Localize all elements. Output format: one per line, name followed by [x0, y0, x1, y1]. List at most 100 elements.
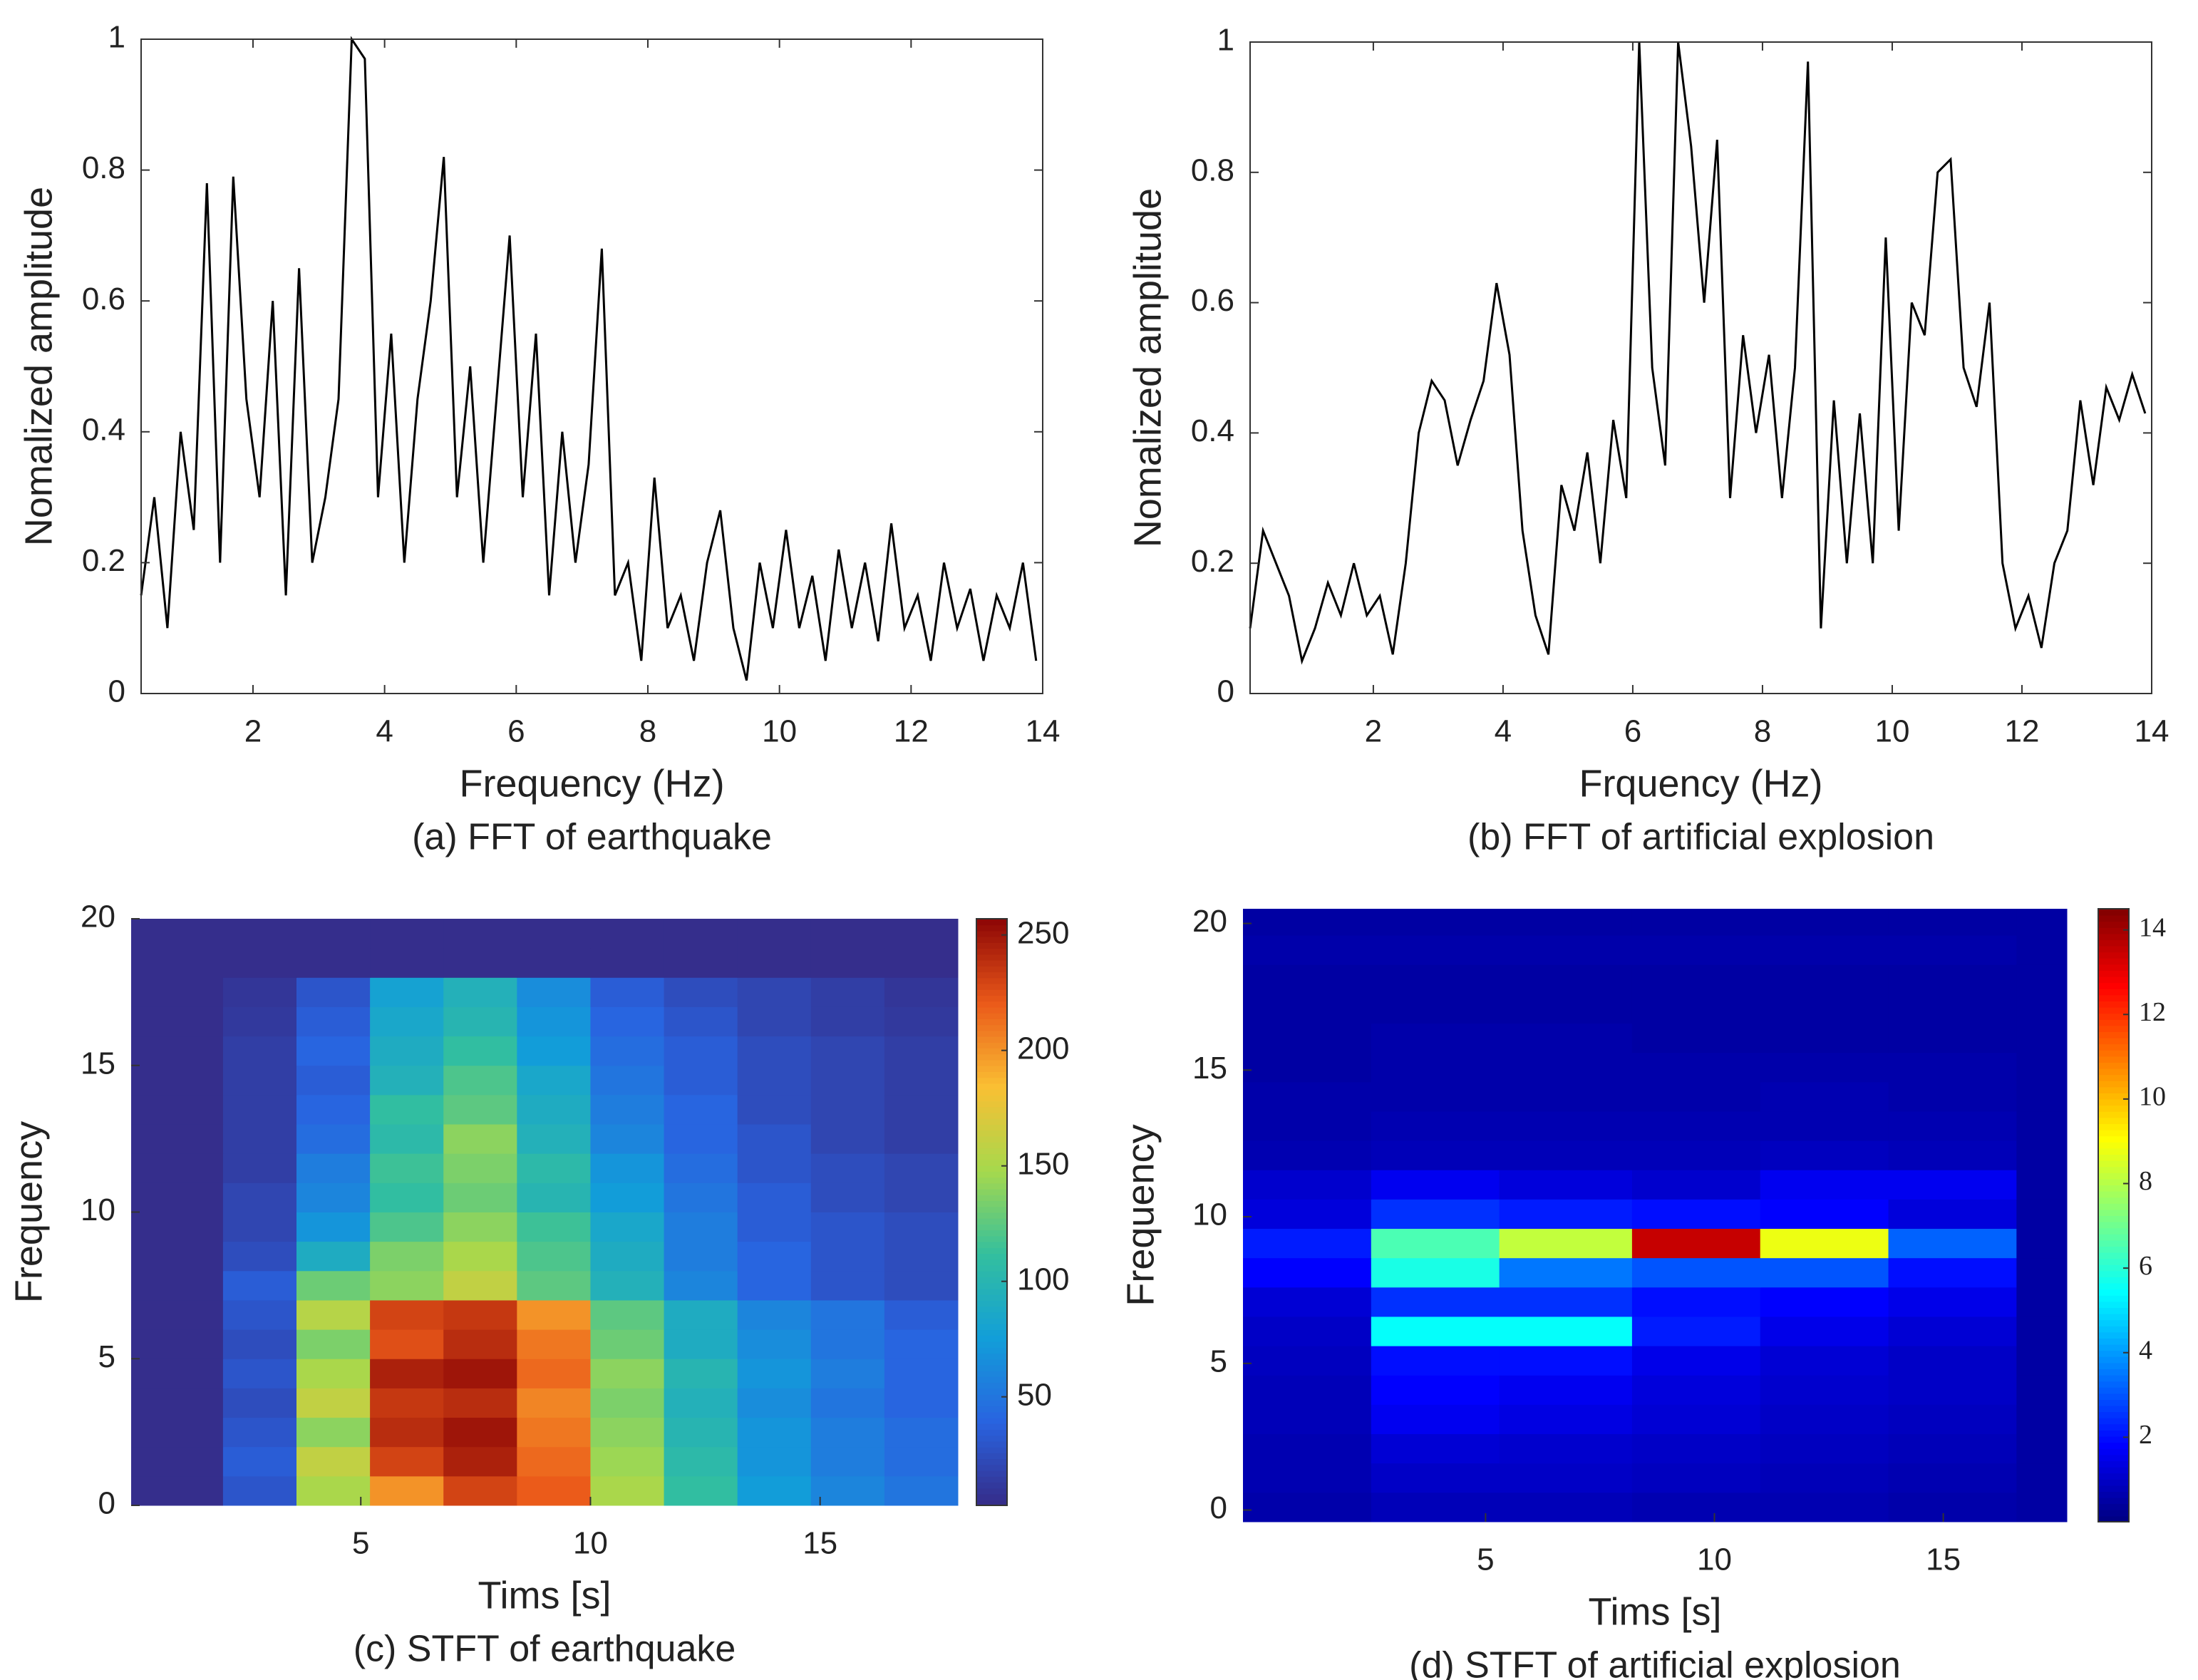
- colorbar-tick-label: 12: [2139, 997, 2166, 1027]
- colorbar-swatch: [976, 1200, 1007, 1207]
- heat-cell: [810, 1270, 885, 1301]
- colorbar-swatch: [976, 954, 1007, 961]
- heat-cell: [131, 1241, 224, 1272]
- x-tick-label: 2: [1365, 714, 1382, 749]
- heat-cell: [2016, 1257, 2068, 1288]
- colorbar-swatch: [976, 1359, 1007, 1366]
- colorbar-swatch: [976, 1018, 1007, 1026]
- colorbar-swatch: [2098, 976, 2129, 984]
- heat-cell: [737, 1124, 812, 1154]
- heat-cell: [443, 1124, 517, 1154]
- colorbar-swatch: [976, 1182, 1007, 1190]
- heat-cell: [1760, 1228, 1889, 1259]
- colorbar-swatch: [2098, 1497, 2129, 1505]
- heat-cell: [1888, 1404, 2017, 1435]
- heat-cell: [1499, 1170, 1633, 1200]
- colorbar-tick-label: 100: [1017, 1262, 1069, 1297]
- heat-cell: [810, 1446, 885, 1477]
- caption: (c) STFT of earthquake: [354, 1629, 736, 1670]
- colorbar-swatch: [2098, 994, 2129, 1001]
- x-tick-label: 4: [376, 714, 393, 749]
- heat-cell: [1631, 1463, 1761, 1493]
- heat-cell: [810, 1006, 885, 1037]
- colorbar-swatch: [976, 1094, 1007, 1102]
- heat-cell: [737, 1094, 812, 1125]
- heat-cell: [664, 919, 738, 949]
- heat-cell: [2016, 1463, 2068, 1493]
- colorbar-swatch: [976, 1101, 1007, 1108]
- colorbar-tick-label: 6: [2139, 1251, 2152, 1281]
- heat-cell: [131, 1212, 224, 1242]
- heat-cell: [443, 1212, 517, 1242]
- heat-cell: [1499, 1023, 1633, 1053]
- heat-cell: [1499, 1228, 1633, 1259]
- heat-cell: [296, 977, 371, 1007]
- heat-cell: [443, 1153, 517, 1183]
- colorbar-swatch: [2098, 1466, 2129, 1474]
- colorbar-swatch: [2098, 1331, 2129, 1339]
- heat-cell: [590, 948, 665, 978]
- heat-cell: [1631, 1316, 1761, 1346]
- heat-cell: [737, 1006, 812, 1037]
- colorbar-swatch: [976, 1024, 1007, 1031]
- colorbar-swatch: [2098, 1515, 2129, 1522]
- heat-cell: [1631, 1140, 1761, 1170]
- heat-cell: [443, 1006, 517, 1037]
- heat-cell: [810, 1153, 885, 1183]
- heat-cell: [590, 1065, 665, 1096]
- heat-cell: [296, 1359, 371, 1388]
- heat-cell: [1499, 1433, 1633, 1464]
- heat-cell: [590, 1153, 665, 1183]
- heat-cell: [1631, 1170, 1761, 1200]
- heat-cell: [2016, 1287, 2068, 1317]
- heat-cell: [884, 948, 959, 978]
- heat-cell: [884, 1475, 959, 1506]
- y-tick-label: 5: [98, 1339, 115, 1374]
- heat-cell: [590, 1446, 665, 1477]
- heat-cell: [664, 1036, 738, 1066]
- heat-cell: [1888, 1492, 2017, 1522]
- colorbar-swatch: [2098, 1160, 2129, 1168]
- colorbar-swatch: [976, 1482, 1007, 1489]
- heat-cell: [443, 1241, 517, 1272]
- heat-cell: [517, 1388, 591, 1418]
- colorbar-swatch: [2098, 1325, 2129, 1333]
- x-tick-label: 10: [1697, 1542, 1732, 1577]
- x-tick-label: 5: [1477, 1542, 1494, 1577]
- heat-cell: [370, 1388, 444, 1418]
- heat-cell: [1631, 1375, 1761, 1405]
- heat-cell: [2016, 1140, 2068, 1170]
- heat-cell: [443, 948, 517, 978]
- heat-cell: [664, 1094, 738, 1125]
- heat-cell: [2016, 964, 2068, 994]
- heat-cell: [1760, 1346, 1889, 1376]
- heat-cell: [1371, 909, 1500, 936]
- colorbar-swatch: [2098, 1264, 2129, 1272]
- colorbar-swatch: [2098, 1086, 2129, 1093]
- heat-cell: [1243, 1023, 1372, 1053]
- colorbar-tick-label: 14: [2139, 912, 2166, 942]
- heat-cell: [1499, 1140, 1633, 1170]
- colorbar-swatch: [2098, 1178, 2129, 1185]
- colorbar-swatch: [2098, 1430, 2129, 1437]
- heat-cell: [737, 1270, 812, 1301]
- colorbar-swatch: [2098, 1025, 2129, 1032]
- heat-cell: [1243, 964, 1372, 994]
- heat-cell: [1243, 1052, 1372, 1083]
- colorbar-swatch: [2098, 1148, 2129, 1155]
- heat-cell: [443, 1446, 517, 1477]
- colorbar-swatch: [976, 1041, 1007, 1049]
- heat-cell: [810, 1124, 885, 1154]
- heat-cell: [517, 1475, 591, 1506]
- colorbar-swatch: [2098, 1190, 2129, 1198]
- y-tick-label: 0.4: [1191, 413, 1234, 448]
- heat-cell: [1888, 1023, 2017, 1053]
- heat-cell: [517, 1329, 591, 1359]
- y-tick-label: 0.4: [82, 412, 125, 447]
- heat-cell: [222, 1359, 297, 1388]
- heat-cell: [517, 1065, 591, 1096]
- heat-cell: [1499, 1287, 1633, 1317]
- colorbar-swatch: [2098, 1172, 2129, 1180]
- heat-cell: [884, 1388, 959, 1418]
- heat-cell: [517, 1036, 591, 1066]
